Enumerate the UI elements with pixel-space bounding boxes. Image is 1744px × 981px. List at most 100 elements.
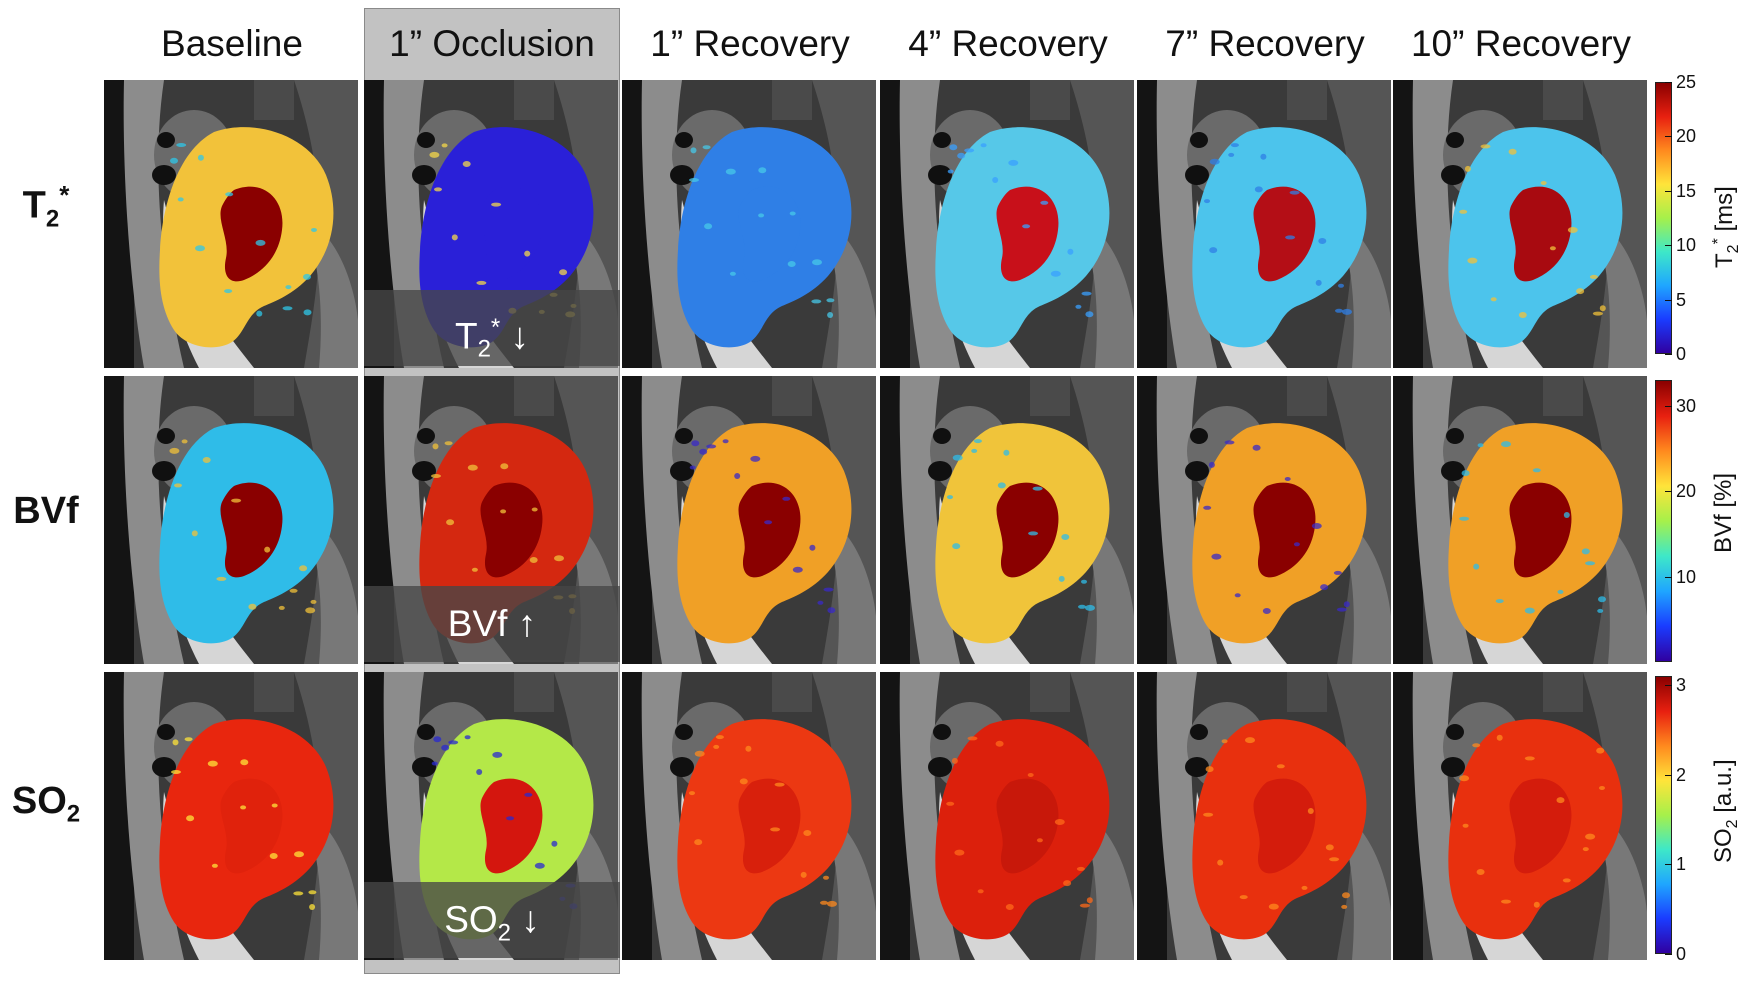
parametric-speckle bbox=[1472, 743, 1481, 748]
parametric-speckle bbox=[531, 507, 538, 512]
parametric-speckle bbox=[1342, 308, 1352, 315]
mri-slice-image bbox=[104, 80, 358, 368]
parametric-speckle bbox=[977, 889, 984, 894]
anatomy-shape bbox=[1190, 132, 1208, 148]
parametric-speckle bbox=[954, 849, 965, 856]
parametric-speckle bbox=[734, 473, 741, 479]
parametric-speckle bbox=[770, 827, 781, 832]
parametric-speckle bbox=[1585, 833, 1596, 840]
anatomy-shape bbox=[675, 428, 693, 444]
parametric-speckle bbox=[1473, 563, 1480, 570]
mri-panel bbox=[104, 376, 358, 664]
kidney-medulla-overlay bbox=[1253, 482, 1316, 578]
parametric-speckle bbox=[271, 803, 278, 808]
mri-slice-image bbox=[104, 376, 358, 664]
parametric-speckle bbox=[169, 447, 180, 454]
parametric-speckle bbox=[1276, 764, 1285, 769]
parametric-speckle bbox=[820, 900, 828, 905]
parametric-speckle bbox=[202, 457, 211, 463]
mri-panel bbox=[622, 80, 876, 368]
parametric-speckle bbox=[997, 482, 1006, 489]
parametric-speckle bbox=[231, 498, 242, 503]
parametric-speckle bbox=[294, 851, 304, 858]
parametric-speckle bbox=[1459, 209, 1468, 214]
parametric-speckle bbox=[1028, 531, 1039, 536]
mri-slice-image bbox=[880, 80, 1134, 368]
anatomy-shape bbox=[254, 80, 294, 120]
parametric-speckle bbox=[240, 759, 249, 766]
parametric-speckle bbox=[224, 289, 233, 294]
kidney-medulla-overlay bbox=[1509, 186, 1572, 282]
anatomy-shape bbox=[1441, 165, 1465, 185]
parametric-speckle bbox=[1341, 904, 1348, 909]
parametric-speckle bbox=[1549, 246, 1556, 251]
parametric-speckle bbox=[1239, 895, 1248, 900]
parametric-speckle bbox=[1598, 596, 1606, 603]
parametric-speckle bbox=[225, 192, 234, 197]
anatomy-shape bbox=[675, 724, 693, 740]
mri-panel bbox=[1137, 80, 1391, 368]
parametric-speckle bbox=[1252, 444, 1261, 451]
parametric-speckle bbox=[1284, 477, 1291, 481]
parametric-speckle bbox=[713, 744, 720, 749]
mri-panel bbox=[1137, 376, 1391, 664]
colorbar-tick-mark bbox=[1665, 685, 1672, 686]
arrow-down-icon: ↓ bbox=[510, 315, 530, 357]
kidney-medulla-overlay bbox=[738, 482, 801, 578]
anatomy-shape bbox=[670, 165, 694, 185]
parametric-speckle bbox=[722, 439, 729, 444]
parametric-speckle bbox=[1003, 449, 1010, 456]
parametric-speckle bbox=[446, 519, 455, 526]
parametric-speckle bbox=[1336, 607, 1347, 612]
parametric-speckle bbox=[1204, 199, 1210, 204]
parametric-speckle bbox=[303, 309, 312, 316]
parametric-speckle bbox=[1311, 523, 1322, 529]
parametric-speckle bbox=[1293, 542, 1300, 547]
kidney-medulla-overlay bbox=[996, 778, 1059, 874]
parametric-speckle bbox=[1209, 158, 1220, 165]
colorbar-tick-mark bbox=[1665, 245, 1672, 246]
colorbar-label-t2star: T2* [ms] bbox=[1710, 186, 1742, 268]
parametric-speckle bbox=[1576, 288, 1585, 295]
parametric-speckle bbox=[1203, 505, 1212, 510]
anatomy-shape bbox=[254, 672, 294, 712]
anatomy-shape bbox=[157, 132, 175, 148]
parametric-speckle bbox=[971, 448, 978, 453]
parametric-speckle bbox=[1076, 866, 1085, 871]
colorbar-tick-mark bbox=[1665, 406, 1672, 407]
parametric-speckle bbox=[448, 740, 459, 745]
anatomy-shape bbox=[928, 757, 952, 777]
parametric-speckle bbox=[1022, 224, 1031, 229]
parametric-speckle bbox=[1058, 575, 1065, 582]
parametric-speckle bbox=[1585, 561, 1596, 566]
parametric-speckle bbox=[310, 599, 317, 604]
parametric-speckle bbox=[434, 187, 442, 192]
anatomy-shape bbox=[670, 757, 694, 777]
anatomy-shape bbox=[157, 724, 175, 740]
parametric-speckle bbox=[464, 735, 471, 740]
mri-panel bbox=[104, 80, 358, 368]
column-title-baseline: Baseline bbox=[161, 23, 303, 64]
anatomy-shape bbox=[772, 80, 812, 120]
parametric-speckle bbox=[1008, 159, 1019, 166]
parametric-speckle bbox=[1301, 885, 1308, 890]
parametric-speckle bbox=[1067, 248, 1074, 255]
parametric-speckle bbox=[1562, 878, 1571, 883]
anatomy-shape bbox=[1543, 672, 1583, 712]
parametric-speckle bbox=[255, 239, 266, 246]
parametric-speckle bbox=[1329, 857, 1340, 862]
parametric-speckle bbox=[827, 900, 837, 907]
parametric-speckle bbox=[1221, 739, 1228, 744]
parametric-speckle bbox=[1581, 548, 1590, 555]
parametric-speckle bbox=[1040, 200, 1049, 205]
parametric-speckle bbox=[811, 299, 822, 304]
anatomy-shape bbox=[1030, 672, 1070, 712]
parametric-speckle bbox=[308, 890, 317, 895]
kidney-medulla-overlay bbox=[996, 482, 1059, 578]
parametric-speckle bbox=[285, 285, 292, 290]
parametric-speckle bbox=[1508, 148, 1517, 155]
parametric-speckle bbox=[492, 751, 503, 758]
parametric-speckle bbox=[211, 863, 218, 868]
parametric-speckle bbox=[172, 739, 179, 746]
annotation-so2-decrease: SO2 ↓ bbox=[364, 882, 620, 958]
